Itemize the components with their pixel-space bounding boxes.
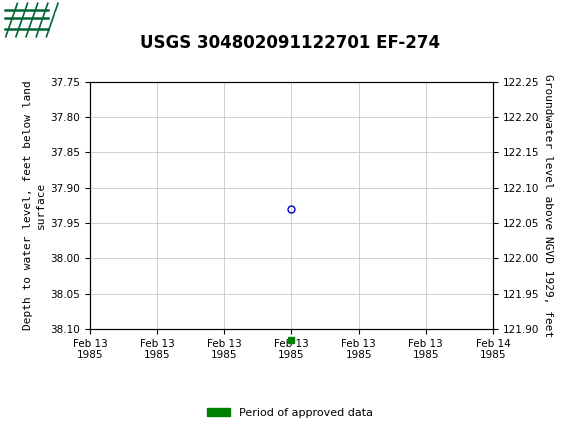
Text: USGS 304802091122701 EF-274: USGS 304802091122701 EF-274 <box>140 34 440 52</box>
Y-axis label: Groundwater level above NGVD 1929, feet: Groundwater level above NGVD 1929, feet <box>543 74 553 337</box>
Y-axis label: Depth to water level, feet below land
surface: Depth to water level, feet below land su… <box>23 80 46 330</box>
Legend: Period of approved data: Period of approved data <box>203 403 377 422</box>
Bar <box>5 3 48 37</box>
Text: USGS: USGS <box>53 12 108 29</box>
